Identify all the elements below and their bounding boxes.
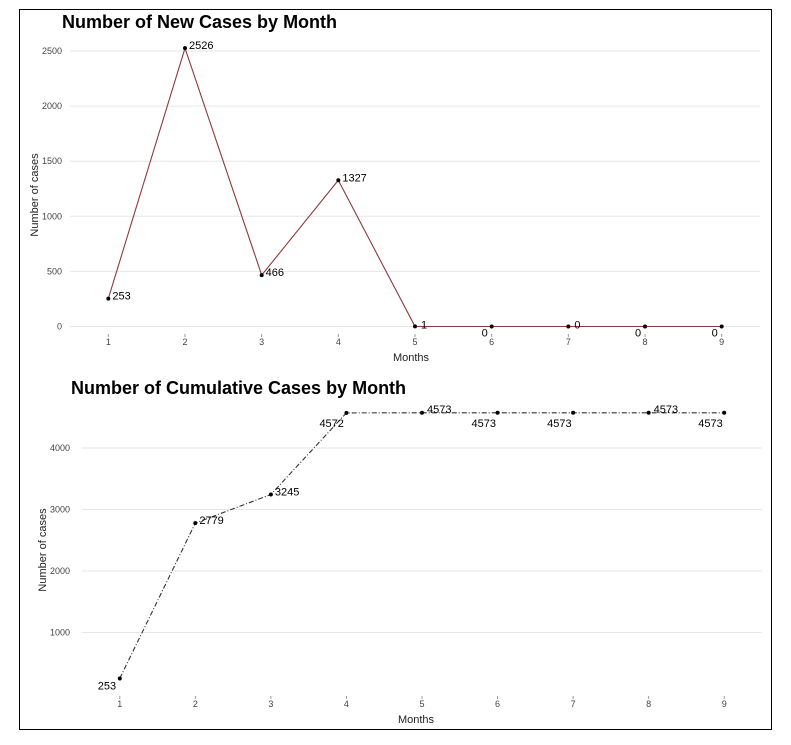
- chart1-data-point: [643, 324, 647, 329]
- chart2-data-label: 4572: [319, 418, 343, 430]
- chart1-xtick-label: 6: [489, 337, 494, 347]
- chart2-series-line: [119, 412, 725, 679]
- chart1-xtick-label: 8: [642, 337, 647, 347]
- chart2-data-point: [646, 410, 651, 415]
- chart2-xtick-label: 1: [117, 699, 122, 709]
- chart1-data-label: 253: [112, 291, 130, 303]
- chart1-xtick-label: 9: [719, 337, 724, 347]
- chart1-ytick-label: 1500: [42, 156, 62, 166]
- chart2-data-point: [420, 410, 424, 415]
- chart2-data-point: [344, 410, 349, 415]
- chart1-data-label: 1: [421, 319, 427, 331]
- chart1-ytick-label: 1000: [42, 211, 62, 221]
- chart2-xtick-label: 4: [344, 699, 349, 709]
- chart1-xlabel: Months: [393, 352, 430, 364]
- chart1-title: Number of New Cases by Month: [62, 12, 337, 32]
- chart2-ytick-label: 3000: [50, 505, 70, 515]
- chart2-data-point: [495, 410, 500, 415]
- chart2-xtick-label: 3: [268, 699, 273, 709]
- chart1-xtick-label: 7: [566, 337, 571, 347]
- chart1-xtick-label: 3: [259, 337, 264, 347]
- chart2-data-label: 2779: [199, 515, 223, 527]
- chart1-data-point: [566, 324, 571, 329]
- chart1-xtick-label: 1: [106, 337, 111, 347]
- chart1-series-line: [107, 46, 722, 328]
- chart2-data-point: [268, 492, 273, 497]
- chart1-xtick-label: 4: [336, 337, 341, 347]
- chart1-data-label: 0: [635, 327, 641, 339]
- chart1-data-label: 0: [712, 327, 718, 339]
- chart2-data-point: [117, 676, 122, 681]
- chart1-data-point: [183, 46, 187, 51]
- chart1-data-point: [336, 178, 341, 183]
- chart2-xlabel: Months: [398, 714, 435, 726]
- chart2-ytick-label: 1000: [50, 628, 70, 638]
- chart1-data-label: 0: [482, 327, 488, 339]
- chart2-data-label: 4573: [654, 404, 678, 416]
- chart1-xtick-label: 5: [412, 337, 417, 347]
- chart2-data-label: 3245: [275, 486, 299, 498]
- chart1-data-point: [106, 296, 111, 301]
- chart2-xtick-label: 5: [419, 699, 424, 709]
- chart2-xtick-label: 7: [571, 699, 576, 709]
- chart1-ytick-label: 2500: [42, 46, 62, 56]
- chart2-data-label: 4573: [427, 404, 451, 416]
- chart2-data-label: 4573: [472, 418, 496, 430]
- chart1-ytick-label: 500: [47, 266, 62, 276]
- chart1-data-point: [719, 324, 724, 329]
- chart1-xtick-label: 2: [182, 337, 187, 347]
- chart2-xtick-label: 6: [495, 699, 500, 709]
- chart1-data-point: [413, 324, 417, 329]
- chart2-ytick-label: 2000: [50, 566, 70, 576]
- figure-frame: [19, 9, 772, 730]
- chart2-data-point: [193, 521, 198, 526]
- chart2-title: Number of Cumulative Cases by Month: [71, 378, 406, 398]
- chart2-group: 1000 2000 3000 4000 1 2 3 4 5 6 7 8 9 253 2779 3245 4572…: [50, 404, 762, 709]
- chart2-data-point: [571, 410, 576, 415]
- chart2-ylabel: Number of cases: [37, 508, 49, 592]
- chart1-ytick-label: 0: [57, 321, 62, 331]
- chart1-data-label: 466: [266, 267, 284, 279]
- chart2-xtick-label: 2: [193, 699, 198, 709]
- chart1-ylabel: Number of cases: [29, 153, 41, 237]
- chart2-data-label: 253: [98, 680, 116, 692]
- chart1-data-point: [489, 324, 494, 329]
- chart2-data-point: [722, 410, 727, 415]
- chart1-data-point: [259, 273, 264, 278]
- chart2-xtick-label: 8: [646, 699, 651, 709]
- chart1-data-label: 0: [574, 319, 580, 331]
- chart2-data-label: 4573: [547, 418, 571, 430]
- chart1-data-label: 1327: [342, 172, 366, 184]
- chart2-ytick-label: 4000: [50, 443, 70, 453]
- chart2-data-label: 4573: [698, 418, 722, 430]
- chart1-ytick-label: 2000: [42, 101, 62, 111]
- chart2-xtick-label: 9: [722, 699, 727, 709]
- chart1-data-label: 2526: [189, 40, 213, 52]
